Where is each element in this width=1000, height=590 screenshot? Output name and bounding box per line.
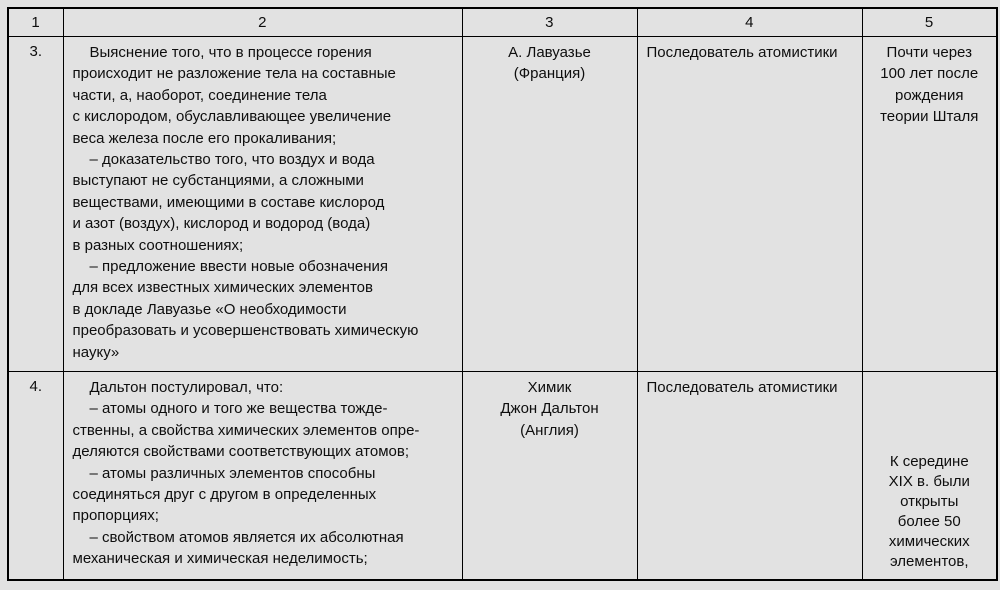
role-cell: Последователь атомистики xyxy=(636,36,863,372)
note-cell: К середине XIX в. были открыты более 50 … xyxy=(861,371,998,580)
scientist-cell: А. Лавуазье (Франция) xyxy=(461,36,638,372)
description-cell: Дальтон постулировал, что: – атомы одног… xyxy=(62,371,463,580)
header-cell-4: 4 xyxy=(636,7,863,37)
description-cell: Выяснение того, что в процессе горения п… xyxy=(62,36,463,372)
description-paragraph: Дальтон постулировал, что: xyxy=(89,379,284,396)
description-paragraph: – атомы одного и того же вещества тожде-… xyxy=(72,400,420,461)
header-cell-3: 3 xyxy=(461,7,638,37)
table-row-dalton: 4. Дальтон постулировал, что: – атомы од… xyxy=(7,371,998,580)
header-cell-5: 5 xyxy=(861,7,998,37)
header-cell-1: 1 xyxy=(7,7,64,37)
row-number-cell: 4. xyxy=(7,371,64,580)
description-paragraph: – доказательство того, что воздух и вода… xyxy=(72,151,385,254)
description-paragraph: Выяснение того, что в процессе горения п… xyxy=(72,44,396,147)
chemistry-history-table: 1 2 3 4 5 3. Выяснение того, что в проце… xyxy=(7,7,998,581)
scientist-cell: Химик Джон Дальтон (Англия) xyxy=(461,371,638,580)
description-paragraph: – свойством атомов является их абсолютна… xyxy=(72,528,404,568)
header-row: 1 2 3 4 5 xyxy=(7,7,998,37)
row-number-cell: 3. xyxy=(7,36,64,372)
description-paragraph: – предложение ввести новые обозначения д… xyxy=(72,258,419,361)
table-row-lavoisier: 3. Выяснение того, что в процессе горени… xyxy=(7,36,998,372)
role-cell: Последователь атомистики xyxy=(636,371,863,580)
note-cell: Почти через 100 лет после рождения теори… xyxy=(861,36,998,372)
description-paragraph: – атомы различных элементов способны сое… xyxy=(72,464,377,525)
header-cell-2: 2 xyxy=(62,7,463,37)
